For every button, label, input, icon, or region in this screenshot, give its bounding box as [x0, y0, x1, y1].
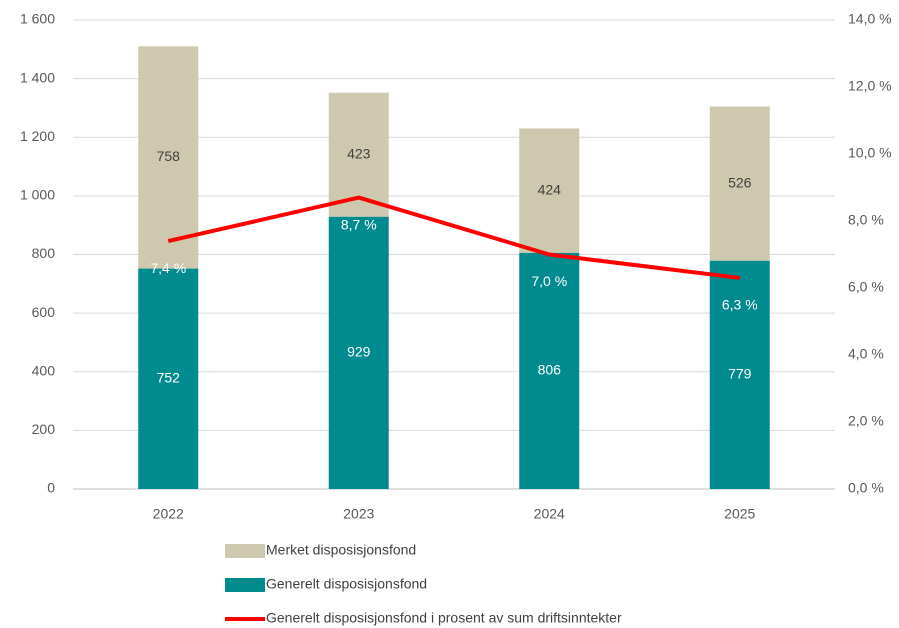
line-label: 8,7 % [341, 216, 377, 232]
y2-tick-label: 6,0 % [848, 279, 884, 295]
data-label: 424 [538, 181, 562, 197]
legend-label: Generelt disposisjonsfond [266, 576, 427, 592]
line-label: 6,3 % [722, 297, 758, 313]
bar-segment [709, 260, 770, 489]
y-tick-label: 1 000 [20, 187, 55, 203]
data-label: 929 [347, 344, 371, 360]
legend-label: Generelt disposisjonsfond i prosent av s… [266, 610, 622, 626]
data-label: 752 [157, 369, 181, 385]
y-tick-label: 200 [32, 421, 56, 437]
x-tick-label: 2023 [343, 506, 374, 522]
y-tick-label: 400 [32, 362, 56, 378]
bar-segment [709, 106, 770, 261]
data-label: 779 [728, 366, 752, 382]
y2-tick-label: 2,0 % [848, 413, 884, 429]
y-tick-label: 800 [32, 245, 56, 261]
data-label: 758 [157, 148, 181, 164]
x-tick-label: 2025 [724, 506, 755, 522]
y2-tick-label: 14,0 % [848, 11, 892, 27]
bar-segment [328, 216, 389, 489]
y2-tick-label: 8,0 % [848, 212, 884, 228]
data-label: 806 [538, 362, 562, 378]
y-tick-label: 1 200 [20, 128, 55, 144]
bar-segment [519, 252, 580, 489]
y-tick-label: 1 600 [20, 11, 55, 27]
y-tick-label: 1 400 [20, 69, 55, 85]
y2-tick-label: 4,0 % [848, 346, 884, 362]
bar-segment [138, 46, 199, 269]
x-tick-label: 2024 [534, 506, 565, 522]
data-label: 423 [347, 145, 371, 161]
data-label: 526 [728, 174, 752, 190]
y-tick-label: 0 [47, 480, 55, 496]
bar-segment [519, 128, 580, 253]
y2-tick-label: 12,0 % [848, 78, 892, 94]
legend-swatch [225, 544, 265, 558]
y-tick-label: 600 [32, 304, 56, 320]
line-label: 7,4 % [150, 260, 186, 276]
y2-tick-label: 0,0 % [848, 480, 884, 496]
y2-tick-label: 10,0 % [848, 145, 892, 161]
legend-swatch [225, 578, 265, 592]
x-tick-label: 2022 [153, 506, 184, 522]
legend-label: Merket disposisjonsfond [266, 542, 416, 558]
line-label: 7,0 % [531, 273, 567, 289]
bar-segment [138, 268, 199, 489]
line-series [167, 195, 740, 280]
